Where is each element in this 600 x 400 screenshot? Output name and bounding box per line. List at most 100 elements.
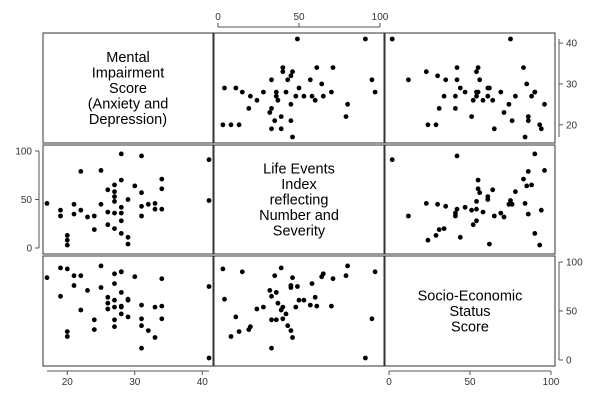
data-point-r1-c2-39 xyxy=(288,73,294,79)
data-point-r1-c2-20 xyxy=(309,93,315,99)
data-point-r3-c1-34 xyxy=(132,274,138,280)
data-point-r2-c3-3 xyxy=(491,213,497,219)
data-point-r3-c1-16 xyxy=(105,294,111,300)
data-point-r2-c1-33 xyxy=(125,241,131,247)
data-point-r2-c3-44 xyxy=(454,206,460,212)
data-point-r1-c3-43 xyxy=(475,65,481,70)
data-point-r2-c1-30 xyxy=(118,231,124,236)
data-point-r1-c3-10 xyxy=(469,114,474,119)
data-point-r3-c2-3 xyxy=(269,293,274,299)
data-point-r3-c1-1 xyxy=(44,275,50,281)
data-point-r2-c1-13 xyxy=(91,227,97,233)
data-point-r3-c2-31 xyxy=(296,297,302,303)
data-point-r2-c3-23 xyxy=(453,210,458,216)
data-point-r2-c1-26 xyxy=(118,177,124,183)
data-point-r1-c3-36 xyxy=(477,77,483,83)
data-point-r3-c1-11 xyxy=(85,288,90,293)
data-point-r1-c3-27 xyxy=(462,89,468,95)
data-point-r3-c1-20 xyxy=(112,281,117,286)
data-point-r2-c3-38 xyxy=(406,213,411,219)
data-point-r2-c1-22 xyxy=(112,199,117,204)
data-point-r2-c3-19 xyxy=(529,182,534,188)
data-point-r3-c2-26 xyxy=(329,303,334,309)
data-point-r2-c3-33 xyxy=(487,241,492,247)
data-point-r2-c3-37 xyxy=(443,203,449,209)
data-point-r3-c2-25 xyxy=(372,269,378,275)
y-tick-label-life-0: 0 xyxy=(26,244,32,255)
data-point-r1-c2-15 xyxy=(288,101,294,107)
data-point-r3-c2-11 xyxy=(267,288,273,293)
data-point-r2-c3-14 xyxy=(542,168,547,173)
data-point-r2-c1-28 xyxy=(118,210,124,216)
data-point-r3-c2-5 xyxy=(228,334,234,339)
data-point-r1-c2-42 xyxy=(330,65,336,70)
panel-frame-r1-c2 xyxy=(213,32,385,144)
data-point-r3-c1-46 xyxy=(206,284,212,289)
data-point-r3-c2-32 xyxy=(233,314,239,320)
data-point-r2-c1-46 xyxy=(206,198,212,203)
y-tick-label-ses-100: 100 xyxy=(566,258,583,269)
data-point-r1-c2-12 xyxy=(269,106,274,111)
data-point-r1-c3-4 xyxy=(433,122,439,128)
data-point-r1-c3-46 xyxy=(508,36,513,42)
data-point-r1-c3-8 xyxy=(525,118,531,124)
data-point-r3-c2-43 xyxy=(314,303,320,309)
data-point-r3-c2-42 xyxy=(330,276,336,282)
data-point-r2-c1-7 xyxy=(71,201,77,207)
data-point-r3-c1-23 xyxy=(112,317,117,323)
data-point-r1-c3-1 xyxy=(522,134,528,140)
x-tick-label-life-0: 0 xyxy=(215,12,221,23)
data-point-r3-c2-8 xyxy=(272,273,278,279)
data-point-r2-c1-2 xyxy=(58,207,63,213)
variable-label-ses-line-2: Status xyxy=(449,304,490,320)
data-point-r1-c2-44 xyxy=(280,65,286,70)
data-point-r2-c3-20 xyxy=(513,189,518,195)
data-point-r1-c3-37 xyxy=(443,77,449,83)
data-point-r3-c1-43 xyxy=(159,303,165,309)
data-point-r3-c1-18 xyxy=(105,306,111,312)
panel-frame-r3-c3 xyxy=(384,255,556,367)
data-point-r2-c1-23 xyxy=(112,210,117,216)
data-point-r3-c2-15 xyxy=(288,285,294,290)
data-point-r1-c2-22 xyxy=(293,93,299,99)
x-tick-label-ses-50: 50 xyxy=(464,377,476,388)
panel-frame-r1-c3 xyxy=(384,32,556,144)
data-point-r2-c1-11 xyxy=(85,214,90,220)
data-point-r1-c2-2 xyxy=(278,126,284,132)
data-point-r2-c3-16 xyxy=(490,187,496,193)
data-point-r2-c3-13 xyxy=(436,227,442,233)
data-point-r2-c3-39 xyxy=(435,201,440,207)
data-point-r1-c3-3 xyxy=(491,126,497,132)
data-point-r2-c3-18 xyxy=(470,222,476,228)
data-point-r1-c3-20 xyxy=(513,93,518,99)
data-point-r2-c1-32 xyxy=(125,234,131,240)
data-point-r1-c3-29 xyxy=(474,89,479,95)
data-point-r1-c2-26 xyxy=(329,89,334,95)
data-point-r1-c3-9 xyxy=(525,114,531,119)
data-point-r3-c2-34 xyxy=(319,274,325,280)
data-point-r3-c2-12 xyxy=(269,317,274,323)
data-point-r1-c3-18 xyxy=(470,97,476,103)
data-point-r2-c3-32 xyxy=(457,234,463,240)
data-point-r1-c3-45 xyxy=(389,36,395,42)
data-point-r2-c1-16 xyxy=(105,187,111,193)
data-point-r3-c1-27 xyxy=(118,311,124,317)
data-point-r3-c2-22 xyxy=(293,304,299,310)
data-point-r3-c1-39 xyxy=(145,328,151,333)
data-point-r1-c3-7 xyxy=(509,118,515,124)
data-point-r2-c3-6 xyxy=(537,242,543,248)
data-point-r1-c2-21 xyxy=(301,93,307,99)
data-point-r2-c3-45 xyxy=(389,157,395,163)
data-point-r3-c1-3 xyxy=(58,293,63,299)
data-point-r3-c1-4 xyxy=(64,329,70,334)
panel-frame-r2-c3 xyxy=(384,144,556,255)
data-point-r3-c1-33 xyxy=(125,296,131,302)
y-tick-label-impair-40: 40 xyxy=(566,39,578,50)
data-point-r3-c1-29 xyxy=(118,304,124,310)
data-point-r2-c3-40 xyxy=(423,201,429,206)
data-point-r3-c2-29 xyxy=(261,304,266,310)
data-point-r3-c2-33 xyxy=(222,296,227,302)
panel-frame-r3-c2 xyxy=(213,255,385,367)
data-point-r3-c1-24 xyxy=(112,324,117,330)
data-point-r1-c2-24 xyxy=(248,93,253,99)
